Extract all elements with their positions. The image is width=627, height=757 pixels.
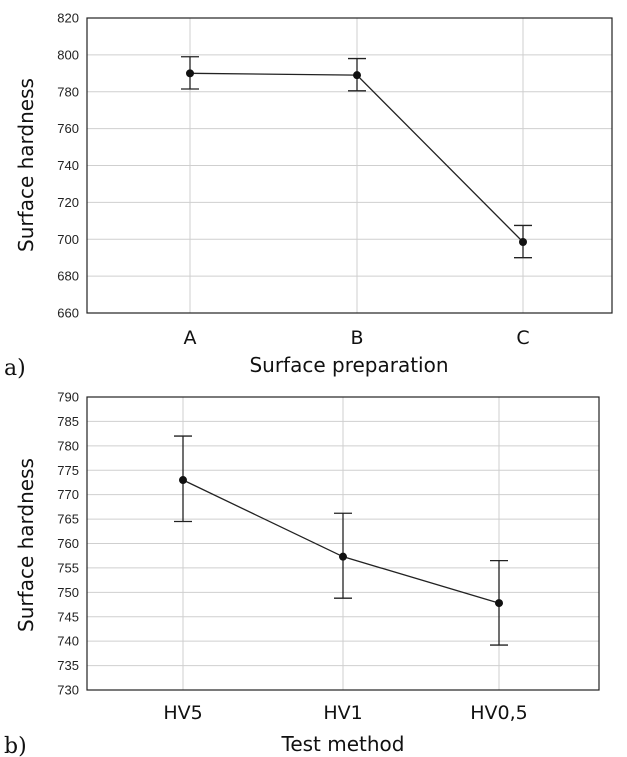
panel-a-y-tick-label: 760 (57, 121, 79, 136)
panel-b-data-point (179, 476, 187, 485)
panel-a-data-point (353, 71, 361, 80)
panel-b-y-tick-label: 785 (57, 414, 79, 429)
panel-a-plot-frame (86, 17, 613, 314)
panel-b-series (174, 435, 508, 646)
panel-b-y-tick-label: 770 (57, 487, 79, 502)
panel-b-x-tick-labels: HV5 HV1 HV0,5 (163, 702, 527, 724)
panel-a-y-tick-label: 740 (57, 158, 79, 173)
panel-b-x-tick-label: HV1 (323, 702, 362, 724)
panel-b-x-axis-label: Test method (281, 732, 405, 756)
panel-b-series-line (182, 479, 500, 604)
panel-a-y-tick-label: 720 (57, 195, 79, 210)
panel-b-y-tick-label: 740 (57, 634, 79, 649)
panel-b-plot-frame (86, 396, 600, 691)
panel-a-y-tick-labels: 660 680 700 720 740 760 780 800 820 (57, 11, 79, 321)
panel-b-y-tick-label: 750 (57, 585, 79, 600)
panel-b-y-tick-label: 745 (57, 609, 79, 624)
panel-a-gridlines (87, 17, 612, 314)
panel-b-y-tick-label: 755 (57, 560, 79, 575)
panel-a-x-tick-label: A (184, 327, 197, 349)
panel-a-x-tick-label: C (516, 327, 529, 349)
panel-b-y-tick-label: 760 (57, 536, 79, 551)
panel-b-y-tick-label: 735 (57, 658, 79, 673)
panel-a-series (181, 56, 532, 259)
panel-b-y-tick-label: 765 (57, 512, 79, 527)
panel-b-chart: 730735740745750755760765770775780785790 … (4, 390, 600, 757)
panel-a-x-axis-label: Surface preparation (249, 353, 448, 377)
panel-a-x-tick-labels: A B C (184, 327, 530, 349)
panel-b-label: b) (4, 734, 27, 757)
panel-b-y-tick-label: 730 (57, 683, 79, 698)
panel-a-y-tick-label: 780 (57, 84, 79, 99)
panel-a-data-point (519, 238, 527, 247)
panel-b-y-axis-label: Surface hardness (14, 458, 38, 632)
panel-b-data-point (495, 599, 503, 608)
panel-a-y-tick-label: 700 (57, 232, 79, 247)
panel-b-data-point (339, 552, 347, 561)
panel-b-x-tick-label: HV5 (163, 702, 202, 724)
panel-b-y-tick-label: 775 (57, 463, 79, 478)
panel-a-data-point (186, 69, 194, 78)
panel-a-y-tick-label: 660 (57, 306, 79, 321)
panel-a-y-tick-label: 800 (57, 47, 79, 62)
panel-b-y-tick-label: 790 (57, 390, 79, 405)
panel-a-x-tick-label: B (350, 327, 363, 349)
panel-a-y-tick-label: 680 (57, 269, 79, 284)
panel-b-x-tick-label: HV0,5 (470, 702, 528, 724)
panel-a-y-axis-label: Surface hardness (14, 78, 38, 252)
panel-b-y-tick-labels: 730 735 740 745 750 755 760 765 770 775 780 785 790 (57, 390, 79, 698)
panel-b-y-tick-label: 780 (57, 438, 79, 453)
panel-a-label: a) (4, 356, 26, 381)
panel-a-y-tick-label: 820 (57, 11, 79, 26)
panel-a-chart: 660 680 700 720 740 760 780 800 820 A B C Surface … (4, 11, 613, 381)
